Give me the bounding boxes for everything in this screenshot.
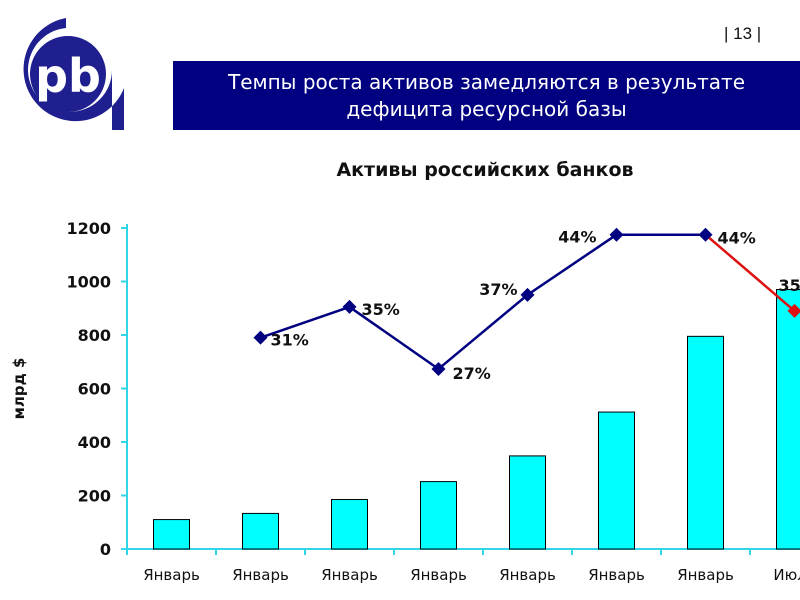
y-tick-label: 200 [78, 487, 111, 506]
growth-line-segment [260, 305, 350, 339]
bar [598, 411, 635, 550]
growth-label: 44% [718, 229, 756, 248]
growth-line-segment [348, 305, 440, 370]
x-tick-label: Январь [232, 566, 289, 584]
y-tick-label: 0 [100, 540, 111, 559]
bar [420, 481, 457, 550]
y-tick-label: 1000 [66, 273, 111, 292]
growth-point [431, 361, 446, 376]
x-tick-label: Январь [588, 566, 645, 584]
growth-point [609, 227, 624, 242]
x-tick-label: Июль [773, 566, 800, 584]
y-tick-label: 800 [78, 326, 111, 345]
rb-logo-icon: pb [12, 12, 132, 130]
growth-label: 27% [453, 364, 491, 383]
bar [509, 455, 546, 550]
x-tick-label: Январь [677, 566, 734, 584]
logo-text: pb [35, 49, 101, 103]
growth-point [342, 299, 357, 314]
bar [687, 335, 724, 550]
growth-point [787, 303, 800, 318]
bar [153, 519, 190, 550]
growth-line-segment [526, 233, 618, 296]
bar [776, 289, 800, 550]
assets-chart: 0 200 400 600 800 1000 1200 Январь Январь Январь Я… [10, 219, 800, 584]
x-tick-label: Январь [410, 566, 467, 584]
title-line-2: дефицита ресурсной базы [346, 96, 627, 121]
bar [242, 512, 279, 550]
chart-title: Активы российских банков [336, 159, 634, 181]
y-axis-label: млрд $ [10, 358, 28, 420]
x-tick-label: Январь [321, 566, 378, 584]
y-tick-label: 600 [78, 380, 111, 399]
growth-label: 44% [558, 228, 596, 247]
y-tick-label: 400 [78, 433, 111, 452]
y-tick-label: 1200 [66, 219, 111, 238]
growth-label: 31% [271, 331, 309, 350]
growth-point [520, 287, 535, 302]
growth-line-segment [704, 233, 796, 312]
growth-label: 35% [779, 276, 800, 295]
x-tick-label: Январь [143, 566, 200, 584]
growth-line-segment [437, 293, 529, 370]
growth-point [698, 227, 713, 242]
x-tick-label: Январь [499, 566, 556, 584]
title-banner: Темпы роста активов замедляются в резуль… [173, 61, 800, 130]
bar [331, 499, 368, 550]
page-number: | 13 | [724, 24, 762, 43]
growth-label: 35% [362, 300, 400, 319]
title-line-1: Темпы роста активов замедляются в резуль… [227, 69, 746, 94]
growth-label: 37% [479, 280, 517, 299]
growth-point [253, 330, 268, 345]
